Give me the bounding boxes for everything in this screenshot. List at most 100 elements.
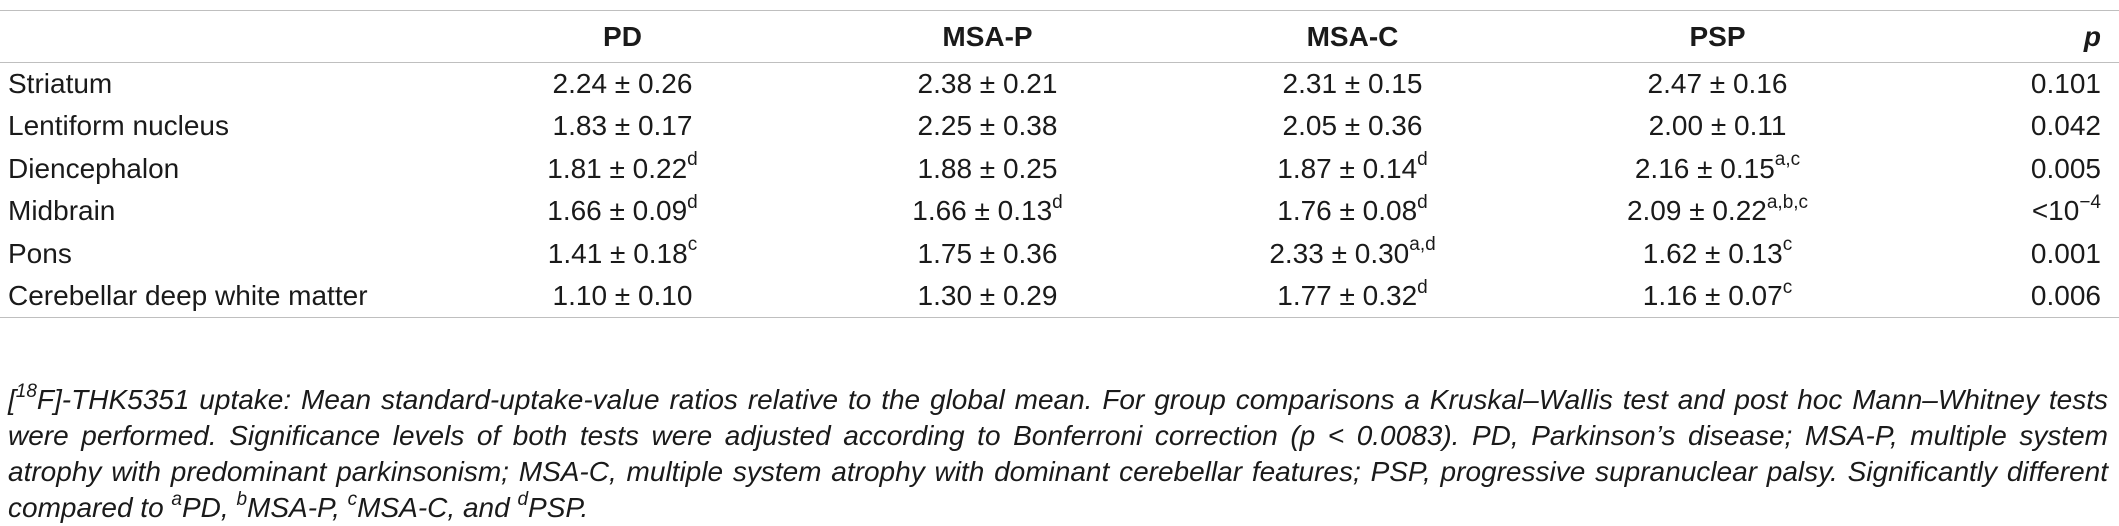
p-value: 0.101 (2030, 68, 2101, 99)
cell-superscript: d (687, 149, 698, 171)
cell-value: 2.25 ± 0.38 (917, 110, 1058, 142)
table-cell: 1.66 ± 0.09d (440, 190, 805, 233)
caption-sup-18: 18 (15, 380, 37, 402)
cell-superscript: a,c (1774, 149, 1801, 171)
p-value-cell: 0.101 (1900, 63, 2119, 106)
row-label: Diencephalon (8, 152, 180, 184)
table-row: Midbrain 1.66 ± 0.09d 1.66 ± 0.13d 1.76 ± 0… (0, 190, 2119, 233)
table-row: Diencephalon 1.81 ± 0.22d 1.88 ± 0.25 1.87 … (0, 148, 2119, 191)
caption-text-c: MSA-C, and (357, 492, 518, 523)
table-header: PD MSA-P MSA-C PSP p (0, 10, 2119, 63)
table-cell: 1.83 ± 0.17 (440, 105, 805, 148)
table-cell: 2.24 ± 0.26 (440, 63, 805, 106)
table-cell: 1.30 ± 0.29 (805, 275, 1170, 318)
table-cell: 2.05 ± 0.36 (1170, 105, 1535, 148)
caption-main-text: F]-THK5351 uptake: Mean standard-uptake-… (8, 384, 2108, 523)
cell-value: 2.09 ± 0.22 (1626, 195, 1767, 227)
table-cell: 1.66 ± 0.13d (805, 190, 1170, 233)
table-cell: 1.77 ± 0.32d (1170, 275, 1535, 318)
p-value-cell: 0.001 (1900, 233, 2119, 276)
caption-sup-b: b (236, 488, 248, 510)
cell-value: 1.66 ± 0.09 (547, 195, 688, 227)
cell-value: 2.38 ± 0.21 (917, 68, 1058, 99)
header-p: p (1900, 10, 2119, 63)
row-label: Pons (8, 237, 72, 269)
cell-value: 1.10 ± 0.10 (552, 280, 693, 311)
p-value-cell: <10−4 (1900, 190, 2119, 233)
table-cell: 2.38 ± 0.21 (805, 63, 1170, 106)
table-body: Striatum 2.24 ± 0.26 2.38 ± 0.21 2.31 ± 0.1… (0, 63, 2119, 318)
table-cell: 1.75 ± 0.36 (805, 233, 1170, 276)
cell-superscript: d (1417, 276, 1428, 298)
caption-bracket: [ (8, 384, 16, 415)
p-value: 0.006 (2030, 280, 2101, 311)
table-cell: 1.81 ± 0.22d (440, 148, 805, 191)
table-cell: 2.00 ± 0.11 (1535, 105, 1900, 148)
p-value-cell: 0.005 (1900, 148, 2119, 191)
cell-value: 2.05 ± 0.36 (1282, 110, 1423, 142)
row-label: Cerebellar deep white matter (0, 275, 440, 318)
p-value-cell: 0.006 (1900, 275, 2119, 318)
row-label: Lentiform nucleus (8, 110, 230, 142)
caption-sup-a: a (171, 488, 182, 510)
cell-value: 1.87 ± 0.14 (1277, 152, 1418, 184)
cell-superscript: d (1052, 191, 1063, 213)
table-cell: 1.10 ± 0.10 (440, 275, 805, 318)
cell-value: 1.75 ± 0.36 (917, 237, 1058, 269)
p-value: <10 (2031, 195, 2080, 227)
caption-sup-c: c (347, 488, 358, 510)
p-value: 0.005 (2030, 152, 2101, 184)
cell-superscript: c (687, 234, 698, 256)
table-cell: 2.09 ± 0.22a,b,c (1535, 190, 1900, 233)
table-cell: 2.16 ± 0.15a,c (1535, 148, 1900, 191)
cell-value: 2.16 ± 0.15 (1634, 152, 1775, 184)
caption-text-d: PSP. (528, 492, 589, 523)
cell-value: 2.00 ± 0.11 (1648, 110, 1787, 142)
cell-value: 1.30 ± 0.29 (917, 280, 1058, 311)
cell-superscript: c (1782, 234, 1793, 256)
p-value: 0.001 (2030, 237, 2101, 269)
data-table: PD MSA-P MSA-C PSP p Striatum 2.24 ± 0.26… (0, 10, 2119, 318)
cell-superscript: a,d (1409, 234, 1436, 256)
table-cell: 2.31 ± 0.15 (1170, 63, 1535, 106)
cell-superscript: a,b,c (1766, 191, 1809, 213)
table-cell: 1.88 ± 0.25 (805, 148, 1170, 191)
table-page: PD MSA-P MSA-C PSP p Striatum 2.24 ± 0.26… (0, 10, 2119, 523)
table-cell: 1.16 ± 0.07c (1535, 275, 1900, 318)
cell-value: 1.62 ± 0.13 (1642, 237, 1783, 269)
cell-value: 1.66 ± 0.13 (912, 195, 1053, 227)
cell-value: 1.16 ± 0.07 (1642, 280, 1783, 311)
cell-superscript: d (1417, 191, 1428, 213)
cell-value: 2.47 ± 0.16 (1647, 68, 1788, 99)
table-row: Cerebellar deep white matter 1.10 ± 0.10 1… (0, 275, 2119, 318)
table-cell: 1.41 ± 0.18c (440, 233, 805, 276)
cell-superscript: c (1782, 276, 1793, 298)
table-cell: 1.76 ± 0.08d (1170, 190, 1535, 233)
cell-superscript: d (687, 191, 698, 213)
row-label: Midbrain (8, 195, 116, 227)
cell-value: 2.33 ± 0.30 (1269, 237, 1410, 269)
header-blank (0, 10, 440, 63)
caption-sup-d: d (517, 488, 529, 510)
table-cell: 2.33 ± 0.30a,d (1170, 233, 1535, 276)
cell-value: 1.41 ± 0.18 (547, 237, 688, 269)
header-row: PD MSA-P MSA-C PSP p (0, 10, 2119, 63)
row-label: Striatum (8, 68, 113, 99)
table-cell: 2.25 ± 0.38 (805, 105, 1170, 148)
cell-value: 2.24 ± 0.26 (552, 68, 693, 99)
table-row: Striatum 2.24 ± 0.26 2.38 ± 0.21 2.31 ± 0.1… (0, 63, 2119, 106)
header-pd: PD (440, 10, 805, 63)
table-row: Pons 1.41 ± 0.18c 1.75 ± 0.36 2.33 ± 0.30a,… (0, 233, 2119, 276)
table-cell: 1.87 ± 0.14d (1170, 148, 1535, 191)
caption-text-a: PD, (182, 492, 237, 523)
cell-value: 1.83 ± 0.17 (552, 110, 693, 142)
table-caption: [18F]-THK5351 uptake: Mean standard-upta… (8, 382, 2108, 526)
cell-value: 1.77 ± 0.32 (1277, 280, 1418, 311)
table-row: Lentiform nucleus 1.83 ± 0.17 2.25 ± 0.38 2… (0, 105, 2119, 148)
caption-text-b: MSA-P, (247, 492, 348, 523)
header-msa-p: MSA-P (805, 10, 1170, 63)
p-value: 0.042 (2030, 110, 2101, 142)
table-cell: 1.62 ± 0.13c (1535, 233, 1900, 276)
cell-value: 1.81 ± 0.22 (547, 152, 688, 184)
header-msa-c: MSA-C (1170, 10, 1535, 63)
